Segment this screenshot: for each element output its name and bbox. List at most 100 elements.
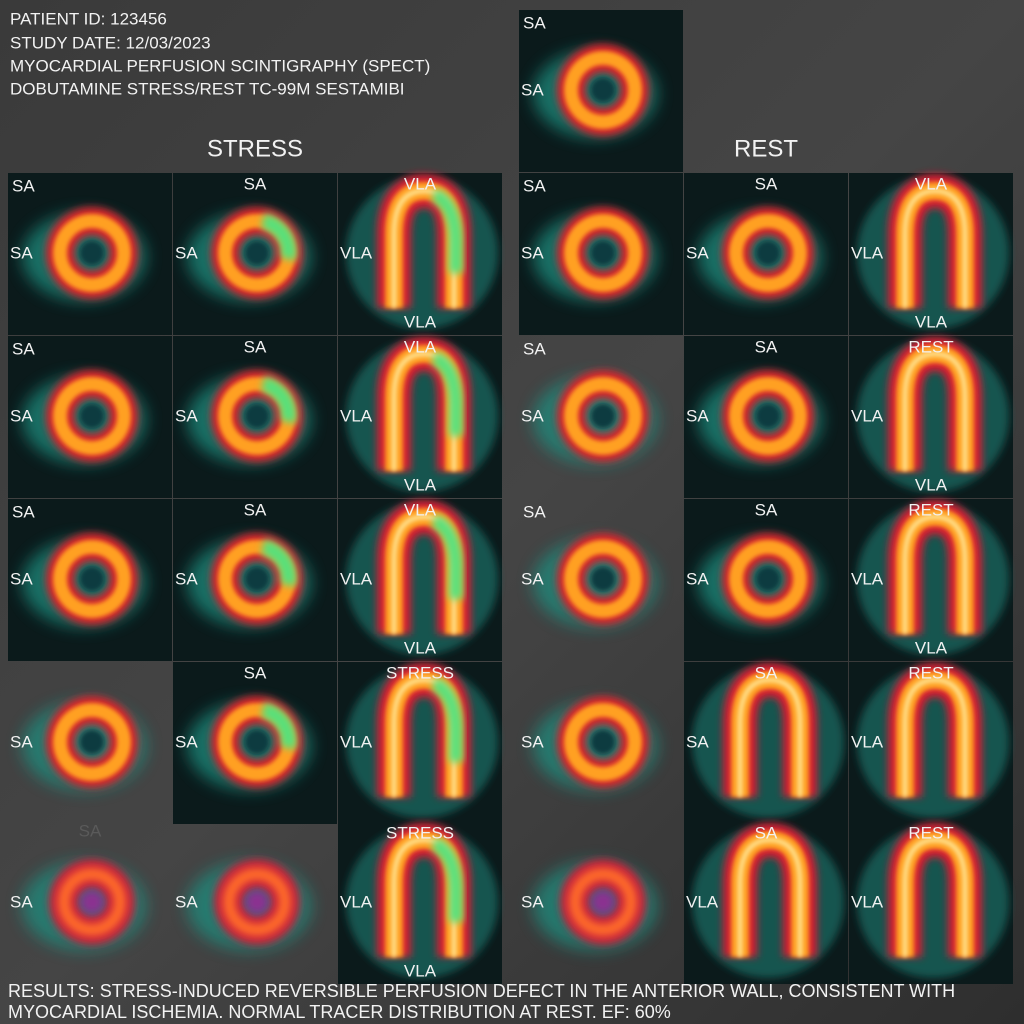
section-title: STRESS bbox=[207, 135, 303, 162]
myocardium-core bbox=[58, 868, 126, 936]
panel-label: SA bbox=[175, 732, 198, 751]
panel-label: SA bbox=[175, 892, 198, 911]
perfusion-defect bbox=[260, 539, 297, 587]
panel-label: VLA bbox=[340, 892, 373, 911]
scan-panel: SA SA bbox=[684, 173, 848, 335]
panel-label: SA bbox=[10, 569, 33, 588]
panel-label: VLA bbox=[404, 961, 437, 980]
perfusion-defect bbox=[260, 376, 297, 424]
panel-label: VLA bbox=[404, 500, 437, 519]
panel-label: SA bbox=[12, 339, 35, 358]
panel-label: SA bbox=[755, 174, 778, 193]
myocardium-peak bbox=[902, 514, 968, 634]
myocardium-core bbox=[564, 214, 642, 292]
header-line: STUDY DATE: 12/03/2023 bbox=[10, 33, 211, 52]
panel-label: SA bbox=[12, 176, 35, 195]
results-line: MYOCARDIAL ISCHEMIA. NORMAL TRACER DISTR… bbox=[8, 1002, 671, 1022]
myocardium-core bbox=[223, 868, 291, 936]
scan-panel: VLA VLA VLA bbox=[338, 499, 502, 661]
panel-label: VLA bbox=[404, 638, 437, 657]
scan-panel: VLA VLA VLA bbox=[338, 336, 502, 498]
scan-panel: REST VLA VLA bbox=[849, 336, 1013, 498]
panel-label: SA bbox=[755, 500, 778, 519]
panel-label: SA bbox=[244, 174, 267, 193]
myocardium-core bbox=[564, 703, 642, 781]
scan-panel: SA bbox=[10, 696, 146, 790]
scan-panel: STRESS VLA bbox=[338, 662, 502, 824]
cavity bbox=[591, 241, 615, 265]
panel-label: SA bbox=[755, 337, 778, 356]
header-line: DOBUTAMINE STRESS/REST TC-99M SESTAMIBI bbox=[10, 79, 405, 98]
perfusion-defect bbox=[430, 351, 463, 436]
results-line: RESULTS: STRESS-INDUCED REVERSIBLE PERFU… bbox=[8, 981, 955, 1001]
panel-label: SA bbox=[521, 243, 544, 262]
panel-label: VLA bbox=[915, 312, 948, 331]
panel-label: SA bbox=[521, 406, 544, 425]
panel-label: VLA bbox=[915, 174, 948, 193]
scan-panel: SA SA bbox=[684, 499, 848, 661]
myocardium-core bbox=[564, 540, 642, 618]
panel-label: SA bbox=[523, 339, 546, 358]
cavity bbox=[591, 404, 615, 428]
panel-label: SA bbox=[755, 823, 778, 842]
scan-panel: SA SA bbox=[173, 662, 337, 824]
scan-panel: SA VLA bbox=[684, 822, 848, 984]
perfusion-defect bbox=[430, 514, 463, 599]
myocardium-core bbox=[53, 540, 131, 618]
scan-panel: REST VLA VLA bbox=[849, 499, 1013, 661]
panel-label: SA bbox=[523, 502, 546, 521]
myocardium-core bbox=[564, 51, 642, 129]
scan-panel: SA SA bbox=[8, 336, 172, 498]
perfusion-defect bbox=[430, 837, 463, 922]
scan-panel: SA SA bbox=[684, 662, 848, 824]
myocardium-core bbox=[729, 214, 807, 292]
scan-panel: REST VLA bbox=[849, 662, 1013, 824]
panel-label: REST bbox=[908, 823, 953, 842]
cavity bbox=[245, 567, 269, 591]
panel-label: VLA bbox=[686, 892, 719, 911]
panel-label: SA bbox=[175, 406, 198, 425]
panel-label: VLA bbox=[851, 406, 884, 425]
panel-label: SA bbox=[521, 80, 544, 99]
panel-label: STRESS bbox=[386, 823, 454, 842]
header-line: MYOCARDIAL PERFUSION SCINTIGRAPHY (SPECT… bbox=[10, 56, 430, 75]
myocardium-peak bbox=[902, 188, 968, 308]
scan-panel: SA bbox=[521, 859, 657, 950]
scan-panel: SA SA bbox=[173, 336, 337, 498]
scan-panel: SA SA bbox=[684, 336, 848, 498]
panel-label: VLA bbox=[340, 732, 373, 751]
scan-panel: SA SA bbox=[521, 339, 657, 464]
header-line: PATIENT ID: 123456 bbox=[10, 9, 167, 28]
panel-label: VLA bbox=[851, 569, 884, 588]
panel-label: SA bbox=[755, 663, 778, 682]
panel-label: SA bbox=[175, 569, 198, 588]
scan-panel: VLA VLA VLA bbox=[338, 173, 502, 335]
cavity bbox=[245, 890, 269, 914]
panel-label: SA bbox=[686, 569, 709, 588]
cavity bbox=[756, 241, 780, 265]
myocardium-core bbox=[729, 540, 807, 618]
panel-label: SA bbox=[12, 502, 35, 521]
panel-label: SA bbox=[10, 892, 33, 911]
panel-label: STRESS bbox=[386, 663, 454, 682]
section-title: REST bbox=[734, 135, 798, 162]
cavity bbox=[756, 567, 780, 591]
perfusion-defect bbox=[260, 702, 297, 750]
panel-label: SA bbox=[521, 732, 544, 751]
cavity bbox=[245, 241, 269, 265]
scan-panel: SA SA bbox=[173, 173, 337, 335]
scan-panel: REST VLA bbox=[849, 822, 1013, 984]
panels: SASASASAVLAVLAVLASASASASAVLAVLAVLASASASA… bbox=[8, 10, 1013, 984]
cavity bbox=[591, 567, 615, 591]
scan-panel: SA bbox=[175, 859, 311, 950]
cavity bbox=[80, 890, 104, 914]
cavity bbox=[80, 567, 104, 591]
panel-label: REST bbox=[908, 337, 953, 356]
scan-panel: SA SA bbox=[8, 173, 172, 335]
panel-label: VLA bbox=[404, 312, 437, 331]
panel-label: VLA bbox=[404, 337, 437, 356]
cavity bbox=[80, 404, 104, 428]
panel-label: VLA bbox=[340, 406, 373, 425]
cavity bbox=[80, 241, 104, 265]
